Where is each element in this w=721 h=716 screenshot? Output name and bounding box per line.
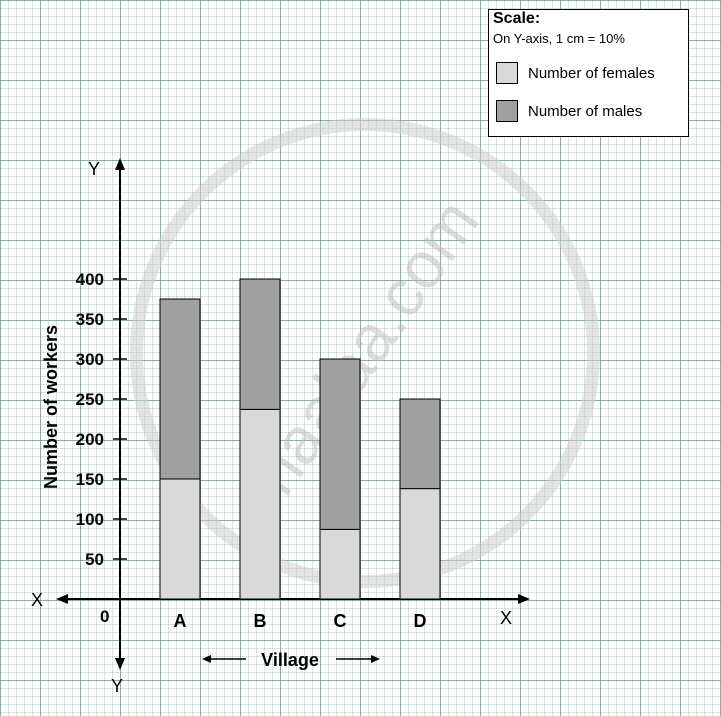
legend-title: Scale:: [493, 10, 541, 27]
y-axis-arrow-up: [115, 158, 125, 170]
x-tick-label-c: C: [334, 611, 347, 631]
x-axis-arrow-left: [56, 594, 68, 604]
y-tick-label: 200: [76, 430, 104, 449]
legend-swatch-females: [496, 62, 518, 84]
bar-d-females: [399, 488, 441, 600]
legend-label-males: Number of males: [528, 103, 643, 120]
village-arrow-left-head: [202, 655, 211, 663]
legend-label-females: Number of females: [528, 65, 655, 82]
legend: Scale: On Y-axis, 1 cm = 10% Number of f…: [488, 9, 689, 137]
y-ticks: 50 100 150 200 250 300 350 400: [76, 270, 127, 569]
bar-a-females: [159, 478, 201, 600]
y-axis-arrow-down: [115, 658, 125, 670]
x-tick-label-a: A: [174, 611, 187, 631]
bars: [159, 278, 441, 600]
y-tick-label: 150: [76, 470, 104, 489]
bar-b-females: [239, 408, 281, 600]
y-tick-label: 100: [76, 510, 104, 529]
bar-a-males: [159, 298, 201, 480]
village-arrow-right-head: [371, 655, 380, 663]
y-tick-label: 400: [76, 270, 104, 289]
bar-d-males: [399, 398, 441, 490]
x-axis-arrow-right: [518, 594, 530, 604]
legend-scale-text: On Y-axis, 1 cm = 10%: [493, 31, 625, 46]
y-tick-label: 250: [76, 390, 104, 409]
y-axis-title: Number of workers: [41, 325, 61, 489]
y-tick-label: 50: [85, 550, 104, 569]
x-tick-label-b: B: [254, 611, 267, 631]
legend-swatch-males: [496, 100, 518, 122]
origin-label: 0: [100, 607, 109, 626]
bar-c-females: [319, 528, 361, 600]
x-tick-label-d: D: [414, 611, 427, 631]
bar-c-males: [319, 358, 361, 530]
x-ticks: A B C D: [174, 611, 427, 631]
x-axis-title: Village: [261, 650, 319, 670]
bar-b-males: [239, 278, 281, 410]
x-axis-pos-label: X: [500, 608, 512, 628]
y-tick-label: 350: [76, 310, 104, 329]
y-tick-label: 300: [76, 350, 104, 369]
x-axis-neg-label: X: [31, 590, 43, 610]
y-axis-neg-label: Y: [111, 676, 123, 696]
y-axis-pos-label: Y: [88, 159, 100, 179]
